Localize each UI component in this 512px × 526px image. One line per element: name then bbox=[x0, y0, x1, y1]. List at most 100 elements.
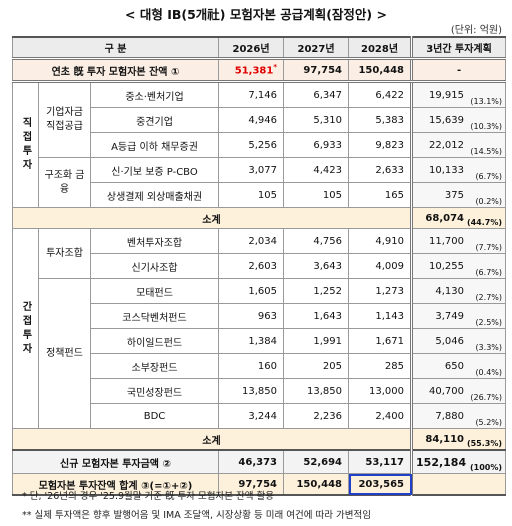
table-row: 모험자본 투자잔액 합계 ③(=①+②) 97,754 150,448 203,565 bbox=[11, 473, 507, 496]
header-cell: 2028년 bbox=[348, 36, 413, 60]
value: 165 bbox=[348, 182, 413, 208]
plan-total: 375 bbox=[444, 189, 465, 201]
value: 160 bbox=[218, 353, 285, 379]
row-label: 중소·벤처기업 bbox=[89, 81, 220, 108]
subgroup-label: 정책펀드 bbox=[38, 278, 91, 429]
value: 5,256 bbox=[218, 132, 285, 158]
value: 3,077 bbox=[218, 157, 285, 183]
header-cell: 3년간 투자계획 bbox=[410, 36, 507, 60]
row-label: 상생결제 외상매출채권 bbox=[89, 182, 220, 208]
table-row: 소계 84,110 (55.3%) bbox=[11, 428, 507, 451]
plan-cell: 10,255 (6.7%) bbox=[410, 253, 507, 279]
plan-total: 19,915 bbox=[429, 89, 465, 101]
value: 1,605 bbox=[218, 278, 285, 304]
plan-total: 15,639 bbox=[429, 114, 465, 126]
plan-share: (100%) bbox=[469, 463, 503, 472]
table-body: 구 분 2026년 2027년 2028년 3년간 투자계획 연초 旣 투자 모험자본 잔… bbox=[11, 36, 507, 496]
value: 963 bbox=[218, 303, 285, 329]
subtotal-label: 소계 bbox=[11, 207, 413, 229]
plan-share: (0.4%) bbox=[475, 368, 503, 377]
value: 105 bbox=[283, 182, 350, 208]
subgroup-label: 투자조합 bbox=[38, 228, 91, 279]
plan-total: 10,133 bbox=[429, 164, 465, 176]
value: 9,823 bbox=[348, 132, 413, 158]
plan-cell: 84,110 (55.3%) bbox=[410, 428, 507, 451]
plan-share: (7.7%) bbox=[475, 243, 503, 252]
value: 1,384 bbox=[218, 328, 285, 354]
plan-share: (26.7%) bbox=[470, 393, 503, 402]
row-label: 모태펀드 bbox=[89, 278, 220, 304]
plan-share: (44.7%) bbox=[466, 218, 503, 227]
value: 52,694 bbox=[283, 449, 350, 474]
value: 53,117 bbox=[348, 449, 413, 474]
plan-total: 152,184 bbox=[416, 455, 467, 469]
row-label: 하이일드펀드 bbox=[89, 328, 220, 354]
plan-cell: 68,074 (44.7%) bbox=[410, 207, 507, 229]
plan-share: (6.7%) bbox=[475, 172, 503, 181]
value: 51,381 bbox=[234, 65, 274, 77]
empty-cell bbox=[410, 473, 507, 496]
table-row: A등급 이하 채무증권 5,256 6,933 9,823 22,012 (14.5%) bbox=[13, 132, 507, 158]
plan-share: (10.3%) bbox=[470, 122, 503, 131]
value: 105 bbox=[218, 182, 285, 208]
table-row: 간접투자 투자조합 벤처투자조합 2,034 4,756 4,910 11,700 (7.7%… bbox=[12, 228, 507, 429]
plan-cell: 7,880 (5.2%) bbox=[410, 403, 507, 429]
plan-total: 11,700 bbox=[429, 235, 465, 247]
table-row: 상생결제 외상매출채권 105 105 165 375 (0.2%) bbox=[13, 182, 507, 208]
row-label: 소부장펀드 bbox=[89, 353, 220, 379]
plan-cell: 10,133 (6.7%) bbox=[410, 157, 507, 183]
row-label: 신기사조합 bbox=[89, 253, 220, 279]
value: 1,991 bbox=[283, 328, 350, 354]
table-row: 신기사조합 2,603 3,643 4,009 10,255 (6.7%) bbox=[13, 253, 507, 279]
plan-total: 10,255 bbox=[429, 260, 465, 272]
value: 5,310 bbox=[283, 107, 350, 133]
table-row: 국민성장펀드 13,850 13,850 13,000 40,700 (26.7%) bbox=[13, 378, 507, 404]
value: 2,034 bbox=[218, 228, 285, 254]
value: 1,143 bbox=[348, 303, 413, 329]
plan-share: (6.7%) bbox=[475, 268, 503, 277]
plan-cell: 5,046 (3.3%) bbox=[410, 328, 507, 354]
value: 6,347 bbox=[283, 81, 350, 108]
plan-cell: 11,700 (7.7%) bbox=[410, 228, 507, 254]
plan-cell: 19,915 (13.1%) bbox=[410, 81, 507, 108]
plan-share: (55.3%) bbox=[466, 439, 503, 448]
value: 97,754 bbox=[283, 58, 350, 83]
footnote: * 단, '26년의 경우 '25.9월말 기준 旣 투자 모험자본 잔액 활용 bbox=[22, 491, 274, 502]
value: 3,244 bbox=[218, 403, 285, 429]
row-label: 중견기업 bbox=[89, 107, 220, 133]
value: 150,448 bbox=[283, 473, 350, 496]
value: 2,400 bbox=[348, 403, 413, 429]
plan-cell: 15,639 (10.3%) bbox=[410, 107, 507, 133]
plan-cell: 3,749 (2.5%) bbox=[410, 303, 507, 329]
table-row: 구조화 금융 신·기보 보증 P-CBO 3,077 4,423 2,633 10,133… bbox=[13, 157, 507, 208]
value: 6,933 bbox=[283, 132, 350, 158]
subgroup-label: 구조화 금융 bbox=[38, 157, 91, 208]
subgroup-label: 기업자금 직접공급 bbox=[38, 81, 91, 158]
table-row: 구 분 2026년 2027년 2028년 3년간 투자계획 bbox=[11, 36, 507, 60]
table-row: 직접투자 기업자금 직접공급 중소·벤처기업 7,146 6,347 6,422 19,91… bbox=[12, 81, 507, 208]
plan-share: (13.1%) bbox=[470, 97, 503, 106]
row-label: A등급 이하 채무증권 bbox=[89, 132, 220, 158]
footnote: ** 실제 투자액은 향후 발행어음 및 IMA 조달액, 시장상황 등 미래 … bbox=[22, 510, 371, 521]
value: 4,910 bbox=[348, 228, 413, 254]
plan-cell: 4,130 (2.7%) bbox=[410, 278, 507, 304]
value: - bbox=[410, 58, 507, 83]
header-cell: 구 분 bbox=[11, 36, 220, 60]
table-row: 소부장펀드 160 205 285 650 (0.4%) bbox=[13, 353, 507, 379]
plan-share: (14.5%) bbox=[470, 147, 503, 156]
value: 4,756 bbox=[283, 228, 350, 254]
plan-share: (0.2%) bbox=[475, 197, 503, 206]
value: 6,422 bbox=[348, 81, 413, 108]
plan-share: (5.2%) bbox=[475, 418, 503, 427]
value: 2,603 bbox=[218, 253, 285, 279]
value: 5,383 bbox=[348, 107, 413, 133]
value: 13,850 bbox=[218, 378, 285, 404]
plan-share: (3.3%) bbox=[475, 343, 503, 352]
plan-total: 84,110 bbox=[425, 433, 465, 445]
note-mark: * bbox=[273, 63, 278, 72]
value: 4,009 bbox=[348, 253, 413, 279]
plan-cell: 152,184 (100%) bbox=[410, 449, 507, 474]
value: 97,754 bbox=[218, 473, 285, 496]
plan-total: 7,880 bbox=[435, 410, 465, 422]
value: 46,373 bbox=[218, 449, 285, 474]
